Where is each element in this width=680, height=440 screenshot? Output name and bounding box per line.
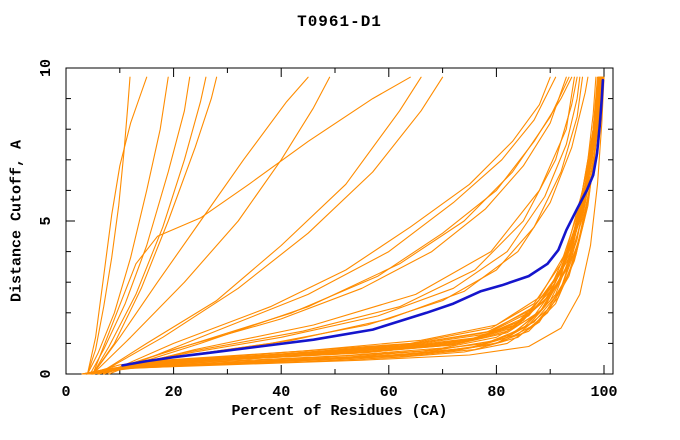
model-curve xyxy=(86,76,131,375)
model-curve xyxy=(92,76,207,375)
y-tick-label: 5 xyxy=(38,216,55,225)
model-curve xyxy=(103,76,570,375)
model-curve xyxy=(92,76,331,375)
model-curve xyxy=(92,76,601,375)
x-axis-label: Percent of Residues (CA) xyxy=(231,403,448,420)
model-curve xyxy=(81,76,605,375)
model-curve xyxy=(86,76,604,375)
model-curve xyxy=(92,76,411,375)
x-tick-label: 40 xyxy=(272,384,290,401)
y-axis-label-text: Distance Cutoff, A xyxy=(8,139,26,303)
model-curve xyxy=(97,76,575,375)
model-curve xyxy=(97,76,444,375)
model-curve xyxy=(97,76,422,375)
x-tick-label: 80 xyxy=(487,384,505,401)
model-curve xyxy=(103,76,551,375)
model-curve xyxy=(92,76,578,375)
model-curve xyxy=(92,76,604,375)
reference-curve xyxy=(121,78,605,367)
x-tick-label: 100 xyxy=(590,384,617,401)
model-curve xyxy=(92,76,309,375)
model-curve xyxy=(108,76,557,375)
y-tick-label: 0 xyxy=(38,369,55,378)
x-tick-label: 0 xyxy=(61,384,70,401)
x-tick-label: 60 xyxy=(380,384,398,401)
model-curve xyxy=(86,76,148,375)
model-curve xyxy=(89,76,603,375)
model-curve xyxy=(92,76,218,375)
model-curve xyxy=(89,76,191,375)
model-curve xyxy=(97,76,589,375)
model-curve xyxy=(92,76,581,375)
model-curve xyxy=(86,76,169,375)
x-tick-label: 20 xyxy=(165,384,183,401)
y-tick-label: 10 xyxy=(38,59,55,77)
model-curve xyxy=(97,76,567,375)
chart-title: T0961-D1 xyxy=(297,13,382,31)
